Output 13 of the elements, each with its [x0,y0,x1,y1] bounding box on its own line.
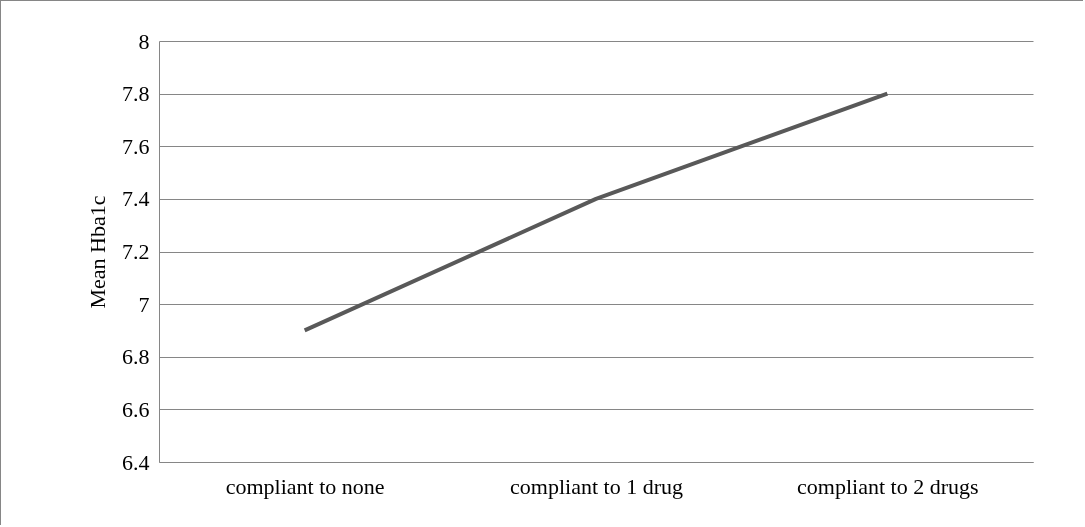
y-tick-label: 6.6 [122,396,150,422]
y-tick-label: 8 [138,28,150,54]
y-tick-label: 7.6 [122,133,150,159]
x-tick-label: compliant to 1 drug [510,473,683,499]
y-tick-label: 7.4 [122,186,150,212]
x-tick-label: compliant to none [225,473,385,499]
y-tick-label: 6.4 [122,449,150,475]
y-tick-label: 7.8 [122,81,150,107]
y-tick-label: 6.8 [122,344,150,370]
x-tick-label: compliant to 2 drugs [797,473,979,499]
y-axis-title: Mean Hba1c [85,195,110,309]
y-tick-label: 7 [138,291,150,317]
y-tick-label: 7.2 [122,239,150,264]
